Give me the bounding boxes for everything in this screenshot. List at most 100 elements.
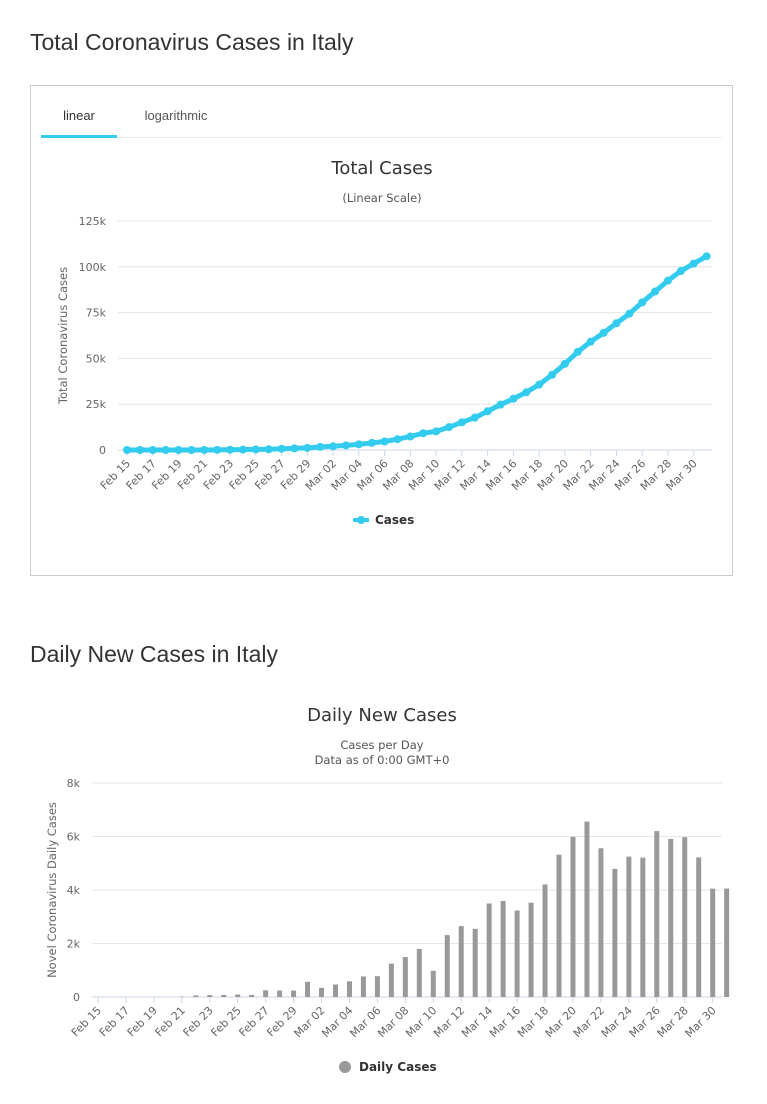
scale-tabs: linear logarithmic	[41, 102, 722, 138]
bar	[332, 984, 338, 997]
bar	[374, 976, 380, 997]
tab-linear[interactable]: linear	[41, 108, 117, 138]
data-point	[329, 442, 338, 451]
bar	[207, 995, 213, 997]
data-point	[406, 432, 415, 441]
data-point	[496, 400, 505, 409]
bar	[696, 857, 702, 997]
y-axis-label: Total Coronavirus Cases	[56, 267, 70, 405]
legend-item: Cases	[353, 513, 414, 527]
data-point	[612, 319, 621, 328]
bar	[402, 957, 408, 997]
data-point	[509, 394, 518, 403]
x-tick-label: Feb 19	[125, 1004, 160, 1039]
data-point	[148, 445, 157, 454]
legend-item: Daily Cases	[339, 1060, 437, 1074]
bar	[472, 928, 478, 997]
y-tick-label: 0	[99, 444, 106, 457]
series-line-cases	[124, 253, 710, 453]
y-tick-label: 0	[73, 991, 80, 1004]
bar	[640, 857, 646, 997]
bar	[291, 990, 297, 997]
tab-logarithmic[interactable]: logarithmic	[144, 108, 208, 123]
bar	[235, 994, 241, 997]
bar	[612, 868, 618, 997]
data-point	[663, 276, 672, 285]
data-point	[238, 445, 247, 454]
bar	[570, 836, 576, 997]
data-point	[251, 445, 260, 454]
data-point	[599, 328, 608, 337]
data-point	[586, 337, 595, 346]
bar	[654, 831, 660, 997]
data-point	[226, 445, 235, 454]
bar	[528, 902, 534, 997]
bar	[319, 987, 325, 997]
x-tick-label: Mar 30	[683, 1004, 719, 1040]
data-point	[625, 309, 634, 318]
legend-marker	[357, 516, 365, 524]
bar	[584, 821, 590, 997]
bar	[360, 976, 366, 997]
data-point	[548, 370, 557, 379]
bar	[305, 981, 311, 997]
y-tick-label: 100k	[79, 261, 107, 274]
data-point	[290, 444, 299, 453]
x-tick-label: Feb 27	[236, 1004, 271, 1039]
y-axis-label: Novel Coronavirus Daily Cases	[45, 802, 59, 978]
data-point	[457, 418, 466, 427]
bar	[668, 838, 674, 997]
data-point	[161, 445, 170, 454]
data-point	[445, 423, 453, 432]
legend-label: Cases	[375, 513, 414, 527]
y-tick-label: 2k	[67, 938, 81, 951]
data-point	[187, 445, 196, 454]
bar	[626, 856, 632, 997]
data-point	[676, 267, 685, 276]
y-tick-label: 4k	[67, 884, 81, 897]
bar	[263, 990, 269, 997]
chart-title: Total Cases	[330, 158, 432, 179]
legend-marker	[339, 1061, 351, 1073]
bar	[430, 970, 436, 997]
bar	[514, 910, 520, 997]
data-point	[419, 429, 428, 438]
total-cases-panel: linear logarithmic	[30, 85, 733, 576]
data-point	[316, 442, 325, 451]
bar	[542, 884, 548, 997]
data-point	[689, 259, 698, 268]
data-point	[264, 445, 273, 454]
data-point	[560, 359, 569, 368]
bar	[724, 888, 730, 997]
bar	[277, 990, 283, 997]
y-tick-label: 50k	[86, 352, 107, 365]
x-tick-label: Feb 17	[97, 1004, 132, 1039]
data-point	[200, 445, 209, 454]
chart-title: Daily New Cases	[307, 705, 457, 726]
data-point	[470, 413, 479, 422]
bar	[249, 994, 255, 997]
data-point	[174, 445, 183, 454]
chart-subtitle: Data as of 0:00 GMT+0	[315, 753, 450, 767]
bar	[556, 854, 562, 997]
data-point	[123, 445, 131, 454]
data-point	[638, 298, 647, 307]
legend-label: Daily Cases	[359, 1060, 437, 1074]
section-title-total-cases: Total Coronavirus Cases in Italy	[30, 29, 354, 55]
bar	[500, 900, 506, 997]
y-tick-label: 75k	[86, 307, 107, 320]
data-point	[380, 437, 389, 446]
data-point	[135, 445, 144, 454]
bar	[388, 963, 394, 997]
bar	[346, 981, 352, 997]
data-point	[702, 252, 711, 261]
data-point	[341, 441, 350, 450]
data-point	[213, 445, 222, 454]
data-point	[277, 444, 286, 453]
data-point	[651, 287, 660, 296]
data-point	[573, 347, 582, 356]
total-cases-chart: Total Cases (Linear Scale) 0 25k 50k 75k 100k 1…	[56, 158, 712, 527]
bar	[458, 926, 464, 997]
bar	[221, 994, 227, 997]
